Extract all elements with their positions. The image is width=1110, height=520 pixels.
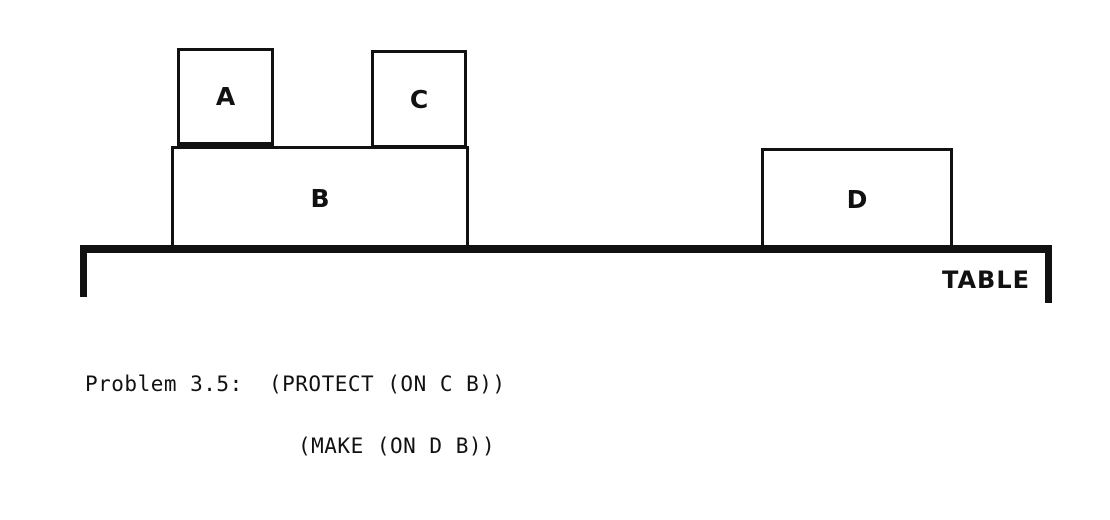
- caption-goal-statement: (MAKE (ON D B)): [298, 434, 496, 458]
- block-c: C: [371, 50, 467, 148]
- table-leg-left: [80, 245, 87, 297]
- table-surface: [80, 245, 1052, 253]
- block-a-label: A: [215, 82, 236, 111]
- block-d-label: D: [846, 184, 868, 214]
- block-a: A: [177, 48, 274, 147]
- block-b-label: B: [310, 183, 330, 213]
- caption-problem-statement: Problem 3.5: (PROTECT (ON C B)): [85, 372, 506, 396]
- block-b: B: [171, 146, 469, 250]
- block-d: D: [761, 148, 953, 250]
- table-leg-right: [1045, 245, 1052, 303]
- block-c-label: C: [409, 84, 429, 114]
- table-label: TABLE: [941, 266, 1030, 294]
